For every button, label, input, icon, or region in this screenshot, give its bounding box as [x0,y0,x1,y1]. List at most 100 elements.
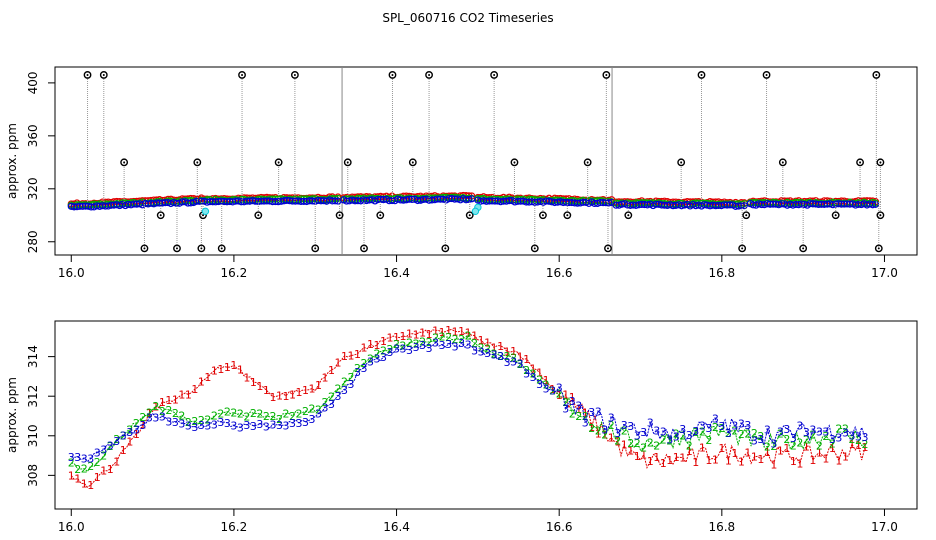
outlier-point-center [680,161,683,164]
series-2-point: 2 [348,371,355,384]
y-axis-label: approx. ppm [5,123,19,199]
x-tick-label: 16.6 [546,266,573,280]
series-1-point: 1 [367,338,374,351]
series-2-point: 2 [679,430,686,443]
outlier-point-center [765,73,768,76]
series-1-point: 1 [822,453,829,466]
outlier-point [343,158,352,167]
series-2-point: 2 [543,378,550,391]
series-2-point: 2 [269,410,276,423]
series-3-point: 3 [445,338,452,351]
series-2-point: 2 [139,411,146,424]
series-3-point: 3 [718,420,725,433]
series-2-point: 2 [478,342,485,355]
series-1-point: 1 [263,384,270,397]
series-3-point: 3 [374,353,381,366]
series-3-point: 3 [686,429,693,442]
series-3-point: 3 [588,406,595,419]
series-2-point: 2 [263,410,270,423]
series-2-point: 2 [718,422,725,435]
series-2-point: 2 [634,437,641,450]
series-2-point: 2 [861,438,868,451]
series-2-point: 2 [250,407,257,420]
series-3-point: 3 [569,395,576,408]
series-2-point: 2 [230,406,237,419]
outlier-point [510,158,519,167]
series-1-point: 1 [256,380,263,393]
series-1-point: 1 [855,439,862,452]
series-1-point: 1 [120,444,127,457]
x-tick-label: 16.2 [221,266,248,280]
series-1-point: 1 [74,473,81,486]
series-1-point: 1 [848,438,855,451]
series-2-point: 2 [439,330,446,343]
series-3-point: 3 [471,344,478,357]
series-2-point: 2 [783,433,790,446]
series-3-point: 3 [152,411,159,424]
series-2-point: 2 [829,438,836,451]
series-1-point: 1 [269,391,276,404]
series-3-point: 3 [126,426,133,439]
series-3-point: 3 [504,356,511,369]
series-3-point: 3 [204,420,211,433]
y-tick-label: 320 [26,177,40,200]
x-tick-label: 16.4 [383,520,410,534]
series-1-point: 1 [712,454,719,467]
series-3-point: 3 [796,419,803,432]
outlier-point-center [533,247,536,250]
series-1-point: 1 [426,328,433,341]
series-2-point: 2 [770,440,777,453]
series-2-point: 2 [315,404,322,417]
series-1-point: 1 [777,444,784,457]
x-tick-label: 17.0 [871,266,898,280]
series-2-point: 2 [712,421,719,434]
series-1-point: 1 [510,345,517,358]
series-1-point: 1 [549,383,556,396]
series-1-point: 1 [458,325,465,338]
series-1-point: 1 [250,376,257,389]
outlier-point-center [196,161,199,164]
series-1-point: 1 [627,444,634,457]
outlier-point [290,71,299,79]
series-2-point: 2 [666,435,673,448]
series-3-point: 3 [842,426,849,439]
outlier-point-center [541,214,544,217]
series-1-point: 1 [491,342,498,355]
series-2-point: 2 [107,440,114,453]
series-2-point: 2 [185,416,192,429]
series-2-point: 2 [777,427,784,440]
series-3-point: 3 [601,424,608,437]
series-3-point: 3 [653,425,660,438]
series-1-point: 1 [282,390,289,403]
series-3-point: 3 [640,426,647,439]
series-2-point: 2 [276,413,283,426]
series-2-point: 2 [647,436,654,449]
outlier-point [425,71,433,79]
series-3-point: 3 [178,418,185,431]
series-2-point: 2 [575,410,582,423]
series-3-point: 3 [426,342,433,355]
outlier-point-center [875,73,878,76]
series-3-point: 3 [861,431,868,444]
series-3-point: 3 [673,430,680,443]
outlier-point [677,158,686,167]
series-2-point: 2 [465,329,472,342]
series-1-point: 1 [842,450,849,463]
series-3-point: 3 [250,420,257,433]
series-2-point: 2 [328,390,335,403]
series-1-point: 1 [640,449,647,462]
series-2-point: 2 [582,410,589,423]
outlier-point-center [745,214,748,217]
series-2-point: 2 [653,440,660,453]
series-3-point: 3 [302,416,309,429]
series-2-point: 2 [178,409,185,422]
series-3-point: 3 [198,419,205,432]
series-3-point: 3 [465,339,472,352]
series-2-point: 2 [595,424,602,437]
series-3-point: 3 [432,337,439,350]
outlier-point-center [605,73,608,76]
outlier-point-center [428,73,431,76]
series-3-point: 3 [256,418,263,431]
series-3-point: 3 [484,347,491,360]
outlier-point-center [241,73,244,76]
